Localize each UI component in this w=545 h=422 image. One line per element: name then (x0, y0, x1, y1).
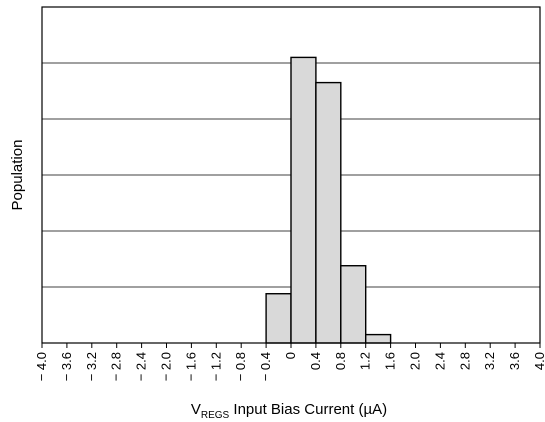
x-axis-title: VREGS Input Bias Current (µA) (191, 401, 387, 421)
x-tick-label: 1.2 (358, 352, 373, 370)
y-axis-title: Population (9, 140, 26, 211)
histogram-bar (290, 56, 317, 344)
x-tick-label: 3.6 (507, 352, 522, 370)
x-tick-label: − 0.8 (233, 352, 248, 381)
x-tick-label: − 3.2 (84, 352, 99, 381)
x-tick-label: 0.4 (308, 352, 323, 370)
x-tick-label: − 2.8 (109, 352, 124, 381)
x-tick-label: 0 (283, 352, 298, 359)
x-tick-label: 2.0 (408, 352, 423, 370)
x-axis-title-rest: Input Bias Current (µA) (229, 401, 387, 418)
x-axis-ticks: − 4.0 − 3.6 − 3.2 − 2.8 − 2.4 − 2.0 − 1.6 − 1.2… (34, 343, 545, 381)
histogram-bars (265, 56, 392, 344)
x-tick-label: 3.2 (482, 352, 497, 370)
x-tick-label: − 1.2 (208, 352, 223, 381)
x-tick-label: − 2.0 (159, 352, 174, 381)
histogram-bar (365, 333, 392, 344)
x-axis-title-subscript: REGS (201, 410, 230, 421)
x-tick-label: 0.8 (333, 352, 348, 370)
histogram-bar (265, 293, 292, 344)
x-tick-label: 1.6 (383, 352, 398, 370)
x-tick-label: − 4.0 (34, 352, 49, 381)
x-tick-label: − 3.6 (59, 352, 74, 381)
x-tick-label: 4.0 (532, 352, 545, 370)
x-axis-title-main: V (191, 401, 201, 418)
x-tick-label: 2.8 (457, 352, 472, 370)
x-tick-label: − 1.6 (183, 352, 198, 381)
x-tick-label: − 0.4 (258, 352, 273, 381)
x-tick-label: 2.4 (432, 352, 447, 370)
histogram-bar (340, 265, 367, 344)
x-tick-label: − 2.4 (134, 352, 149, 381)
histogram-bar (315, 81, 342, 344)
